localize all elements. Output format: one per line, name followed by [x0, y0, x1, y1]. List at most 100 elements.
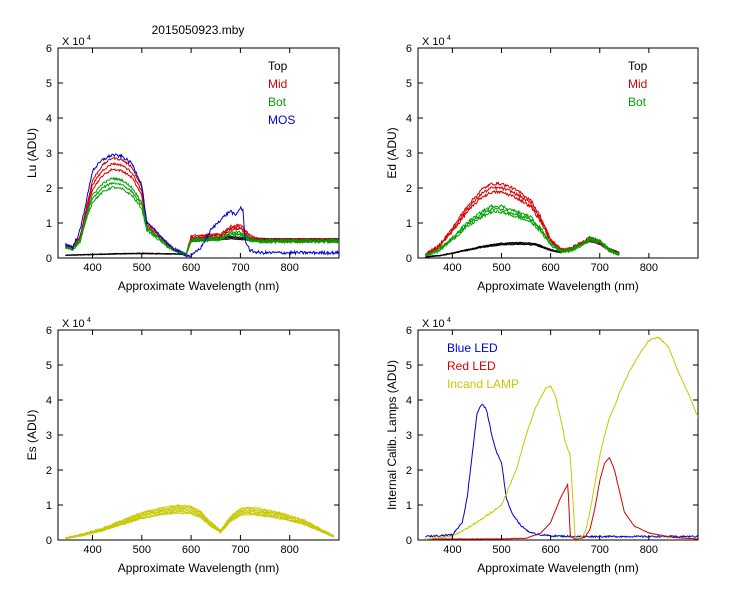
- legend-mos: MOS: [268, 113, 295, 127]
- x-tick-label: 800: [281, 262, 299, 274]
- axis-multiplier-exponent: 4: [87, 317, 91, 324]
- x-tick-label: 800: [281, 544, 299, 556]
- series-es-line: [65, 508, 334, 539]
- series-bot-line: [64, 186, 339, 256]
- y-tick-label: 1: [406, 500, 412, 512]
- series-mid-line: [425, 190, 620, 257]
- y-tick-label: 3: [46, 430, 52, 442]
- x-axis-label: Approximate Wavelength (nm): [477, 279, 639, 293]
- x-tick-label: 400: [83, 262, 101, 274]
- series-bot-line: [424, 203, 620, 256]
- x-tick-label: 600: [182, 544, 200, 556]
- series-bot-line: [64, 181, 339, 256]
- series-incand-lamp-line: [425, 336, 698, 540]
- y-tick-label: 1: [46, 500, 52, 512]
- plot-frame: [57, 329, 340, 541]
- y-tick-label: 4: [46, 395, 52, 407]
- series-es-line: [65, 511, 335, 540]
- y-tick-label: 6: [406, 325, 412, 337]
- axis-multiplier: X 10: [422, 36, 445, 48]
- series-blue-led-line: [425, 404, 698, 539]
- y-tick-label: 3: [406, 148, 412, 160]
- y-tick-label: 2: [406, 465, 412, 477]
- y-tick-label: 5: [46, 78, 52, 90]
- y-tick-label: 3: [406, 430, 412, 442]
- legend-red-led: Red LED: [447, 359, 496, 373]
- y-tick-label: 1: [406, 218, 412, 230]
- series-group: [64, 153, 339, 258]
- x-axis-label: Approximate Wavelength (nm): [118, 279, 280, 293]
- x-tick-label: 600: [541, 544, 559, 556]
- y-tick-label: 6: [46, 43, 52, 55]
- axis-multiplier-exponent: 4: [447, 317, 451, 324]
- series-group: [425, 336, 698, 540]
- series-group: [65, 503, 335, 540]
- y-tick-label: 4: [46, 113, 52, 125]
- x-tick-label: 700: [591, 544, 609, 556]
- y-tick-label: 1: [46, 218, 52, 230]
- y-tick-label: 0: [46, 535, 52, 547]
- x-tick-label: 500: [492, 262, 510, 274]
- y-tick-label: 5: [406, 78, 412, 90]
- legend-blue-led: Blue LED: [447, 341, 498, 355]
- x-tick-label: 400: [443, 544, 461, 556]
- y-tick-label: 2: [46, 465, 52, 477]
- y-tick-label: 4: [406, 113, 412, 125]
- y-axis-label: Internal Calib. Lamps (ADU): [385, 360, 399, 510]
- y-tick-label: 2: [46, 183, 52, 195]
- y-axis-label: Lu (ADU): [25, 128, 39, 178]
- x-tick-label: 400: [83, 544, 101, 556]
- series-bot-line: [424, 207, 620, 257]
- x-tick-label: 800: [640, 544, 658, 556]
- plot-frame: [417, 47, 699, 259]
- legend-incand-lamp: Incand LAMP: [447, 377, 519, 391]
- axis-multiplier: X 10: [62, 318, 85, 330]
- legend-mid: Mid: [268, 77, 287, 91]
- x-tick-label: 400: [443, 262, 461, 274]
- series-es-line: [65, 503, 335, 539]
- y-tick-label: 0: [46, 253, 52, 265]
- series-es-line: [65, 507, 335, 540]
- series-mos-line: [65, 153, 339, 258]
- x-axis-label: Approximate Wavelength (nm): [118, 561, 280, 575]
- legend-bot: Bot: [268, 95, 287, 109]
- x-tick-label: 600: [182, 262, 200, 274]
- y-tick-label: 0: [406, 253, 412, 265]
- x-axis-label: Approximate Wavelength (nm): [477, 561, 639, 575]
- x-tick-label: 700: [591, 262, 609, 274]
- series-mid-line: [425, 181, 620, 256]
- x-tick-label: 600: [541, 262, 559, 274]
- y-tick-label: 6: [46, 325, 52, 337]
- y-tick-label: 4: [406, 395, 412, 407]
- y-tick-label: 2: [406, 183, 412, 195]
- x-tick-label: 500: [133, 544, 151, 556]
- series-red-led-line: [425, 456, 698, 540]
- y-tick-label: 3: [46, 148, 52, 160]
- plot-frame: [57, 47, 340, 259]
- figure-title: 2015050923.mby: [152, 23, 245, 37]
- series-bot-line: [65, 176, 339, 256]
- x-tick-label: 800: [640, 262, 658, 274]
- x-tick-label: 700: [231, 262, 249, 274]
- series-bot-line: [425, 209, 620, 257]
- series-group: [424, 181, 620, 258]
- y-axis-label: Es (ADU): [25, 410, 39, 461]
- y-tick-label: 6: [406, 43, 412, 55]
- y-tick-label: 5: [406, 360, 412, 372]
- axis-multiplier-exponent: 4: [87, 35, 91, 42]
- legend-top: Top: [268, 59, 288, 73]
- legend-mid: Mid: [628, 77, 647, 91]
- legend-bot: Bot: [628, 95, 647, 109]
- x-tick-label: 700: [231, 544, 249, 556]
- x-tick-label: 500: [492, 544, 510, 556]
- x-tick-label: 500: [133, 262, 151, 274]
- y-axis-label: Ed (ADU): [385, 127, 399, 178]
- y-tick-label: 5: [46, 360, 52, 372]
- axis-multiplier-exponent: 4: [447, 35, 451, 42]
- series-top-line: [425, 240, 620, 258]
